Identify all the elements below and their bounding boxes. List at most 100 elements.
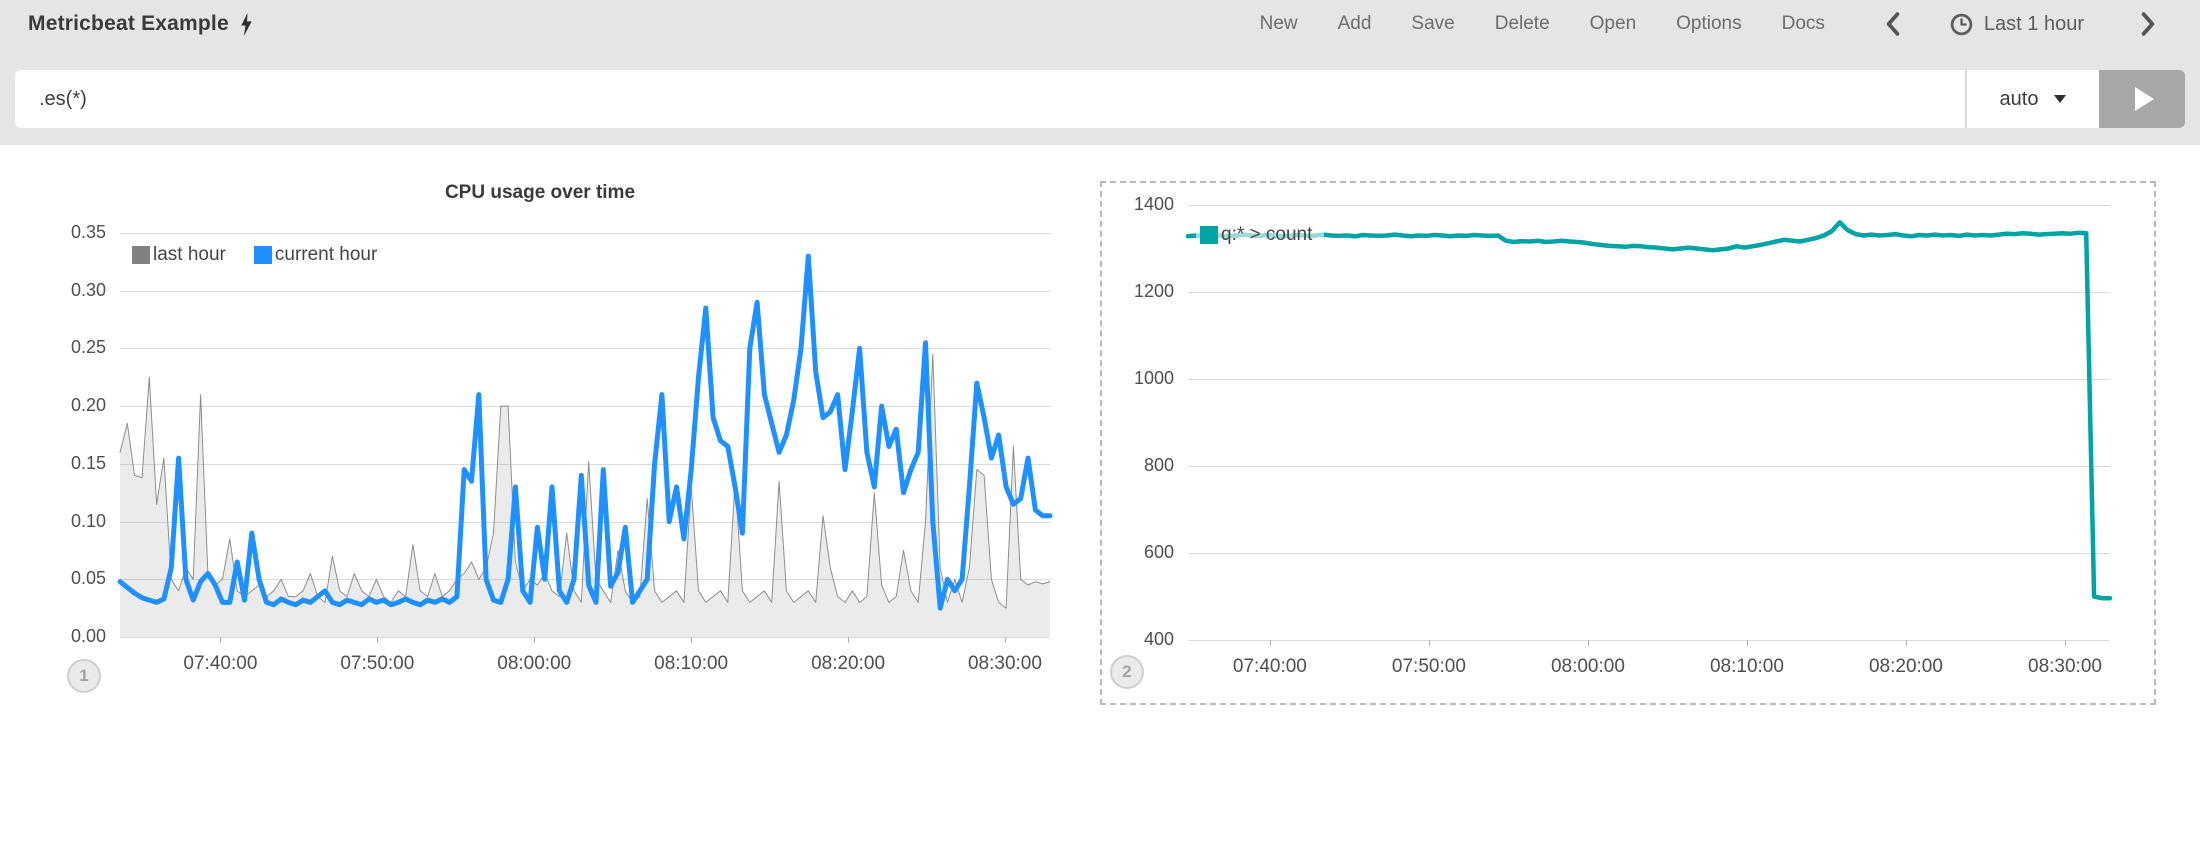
x-axis-label: 08:30:00 — [967, 653, 1042, 674]
menu-item-save[interactable]: Save — [1411, 13, 1455, 34]
caret-down-icon — [2054, 95, 2067, 103]
gridline — [120, 463, 1050, 465]
y-axis-label: 1000 — [1133, 368, 1174, 388]
chart-number-badge: 1 — [67, 659, 101, 693]
gridline — [120, 290, 1050, 292]
menu-item-new[interactable]: New — [1259, 13, 1298, 34]
x-axis-tick — [1746, 640, 1748, 646]
clock-icon — [1949, 12, 1974, 37]
title-bar: Metricbeat Example New Add Save Delete O… — [0, 0, 2200, 48]
x-axis-label: 08:00:00 — [1550, 656, 1625, 677]
y-axis-label: 0.35 — [70, 222, 106, 242]
x-axis-tick — [1905, 640, 1907, 646]
y-axis-label: 0.00 — [70, 626, 106, 646]
x-axis-label: 07:50:00 — [340, 653, 415, 674]
y-axis-label: 0.30 — [70, 279, 106, 300]
run-expression-button[interactable] — [2099, 70, 2185, 128]
legend-item-count[interactable]: q:* > count — [1200, 224, 1312, 246]
chart-canvas[interactable] — [117, 233, 1053, 637]
chart-title: CPU usage over time — [444, 182, 636, 203]
legend-swatch — [132, 246, 150, 264]
legend-item-current-hour[interactable]: current hour — [253, 244, 378, 266]
y-axis-label: 0.25 — [70, 337, 106, 358]
menu-item-open[interactable]: Open — [1589, 13, 1637, 34]
x-axis-label: 07:40:00 — [1232, 656, 1307, 677]
toolbar-menu: New Add Save Delete Open Options Docs — [1260, 13, 1825, 35]
legend-swatch — [1200, 226, 1218, 244]
x-axis-label: 08:30:00 — [2028, 656, 2102, 677]
legend-item-last-hour[interactable]: last hour — [132, 244, 226, 266]
chevron-right-icon — [2138, 11, 2158, 37]
y-axis-label: 400 — [1143, 629, 1174, 649]
x-axis-label: 08:00:00 — [497, 653, 572, 674]
x-axis-tick — [220, 637, 222, 643]
x-axis-tick — [377, 637, 379, 643]
y-axis-label: 1400 — [1133, 194, 1174, 214]
lightning-bolt-icon — [239, 12, 254, 37]
x-axis-label: 08:20:00 — [811, 653, 886, 674]
x-axis-label: 07:40:00 — [183, 653, 258, 674]
series-area-last-hour — [120, 354, 1050, 637]
gridline — [1188, 466, 2110, 467]
timelion-expression-input[interactable] — [15, 70, 1965, 128]
plot-area[interactable]: 400 600 800 1000 1200 1400 07:40:00 07:50:00 08:… — [1134, 194, 2113, 677]
chart-legend: q:* > count — [1196, 221, 1325, 249]
x-axis-tick — [1269, 640, 1271, 646]
gridline — [1188, 553, 2110, 554]
gridline — [120, 348, 1050, 350]
gridline — [120, 406, 1050, 408]
x-axis-tick — [1587, 640, 1589, 646]
chart-number-badge: 2 — [1110, 655, 1144, 689]
gridline — [120, 637, 1050, 638]
time-back-button[interactable] — [1883, 11, 1903, 37]
legend-label: last hour — [153, 244, 226, 265]
chart-canvas[interactable] — [1185, 205, 2113, 640]
page-title: Metricbeat Example — [28, 12, 229, 35]
menu-item-docs[interactable]: Docs — [1781, 13, 1825, 34]
gridline — [120, 233, 1050, 234]
chart-panel-count[interactable]: 400 600 800 1000 1200 1400 07:40:00 07:50:00 08:… — [1100, 181, 2156, 705]
menu-item-options[interactable]: Options — [1676, 13, 1742, 34]
x-axis-tick — [2064, 640, 2066, 646]
series-line-current-hour — [117, 253, 1053, 611]
gridline — [1188, 292, 2110, 293]
plot-area[interactable]: 0.00 0.05 0.10 0.15 0.20 0.25 0.30 0.35 07:40:00… — [71, 222, 1053, 674]
x-axis-label: 08:10:00 — [1709, 656, 1784, 677]
chevron-left-icon — [1883, 11, 1903, 37]
timepicker-button[interactable]: Last 1 hour — [1949, 12, 2084, 37]
timepicker-label: Last 1 hour — [1983, 12, 2084, 35]
query-bar: auto — [15, 70, 2185, 128]
gridline — [1188, 379, 2110, 380]
y-axis-label: 600 — [1143, 542, 1174, 562]
y-axis-label: 1200 — [1133, 281, 1174, 301]
x-axis-tick — [691, 637, 693, 643]
time-forward-button[interactable] — [2138, 11, 2158, 37]
x-axis-tick — [1428, 640, 1430, 646]
y-axis-label: 0.10 — [70, 510, 106, 531]
x-axis-tick — [534, 637, 536, 643]
x-axis-label: 07:50:00 — [1391, 656, 1466, 677]
chart-panel-cpu[interactable]: CPU usage over time 0.00 0.05 0.10 0.15 0.20… — [15, 160, 1065, 705]
play-icon — [2134, 87, 2154, 111]
x-axis-label: 08:20:00 — [1868, 656, 1943, 677]
chart-legend: last hour current hour — [128, 241, 390, 269]
gridline — [1188, 205, 2110, 206]
y-axis-label: 0.05 — [70, 568, 106, 589]
gridline — [1188, 640, 2110, 641]
interval-select[interactable]: auto — [1967, 70, 2099, 128]
menu-item-delete[interactable]: Delete — [1494, 13, 1550, 34]
x-axis-label: 08:10:00 — [654, 653, 729, 674]
legend-swatch — [253, 246, 272, 264]
y-axis-label: 0.15 — [70, 452, 106, 473]
query-divider — [1965, 70, 1967, 128]
menu-item-add[interactable]: Add — [1337, 13, 1372, 34]
legend-label: current hour — [274, 244, 378, 265]
interval-value: auto — [1999, 87, 2039, 110]
top-strip: Metricbeat Example New Add Save Delete O… — [0, 0, 2200, 145]
series-line-q-count — [1185, 220, 2113, 601]
legend-label: q:* > count — [1221, 224, 1313, 245]
x-axis-tick — [848, 637, 850, 643]
x-axis-tick — [1004, 637, 1006, 643]
y-axis-label: 800 — [1143, 455, 1174, 475]
